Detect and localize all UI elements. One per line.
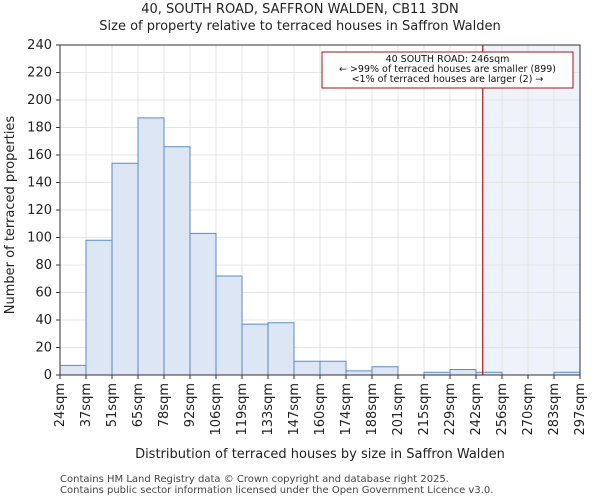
x-axis: 24sqm 37sqm 51sqm 65sqm 78sqm 92sqm 106sqm 119s… — [53, 375, 588, 436]
bar — [449, 369, 477, 376]
plot-frame — [59, 44, 581, 376]
y-tick-label: 60 — [35, 286, 52, 301]
y-tick-label: 200 — [27, 93, 52, 108]
bar — [267, 322, 295, 376]
x-tick-label: 270sqm — [521, 383, 536, 436]
annotation-line-3: <1% of terraced houses are larger (2) → — [352, 74, 544, 85]
chart-subtitle: Size of property relative to terraced ho… — [99, 19, 501, 34]
x-tick-label: 256sqm — [495, 383, 510, 436]
bar — [371, 366, 399, 376]
x-tick-label: 133sqm — [261, 383, 276, 436]
x-tick-label: 106sqm — [209, 383, 224, 436]
y-tick-label: 220 — [27, 66, 52, 81]
x-tick-label: 283sqm — [547, 383, 562, 436]
x-tick-label: 242sqm — [469, 383, 484, 436]
annotation-border — [321, 51, 574, 89]
x-tick-label: 229sqm — [443, 383, 458, 436]
y-tick-label: 160 — [27, 148, 52, 163]
y-tick-label: 240 — [27, 38, 52, 53]
x-tick-label: 147sqm — [287, 383, 302, 436]
y-tick-label: 120 — [27, 203, 52, 218]
x-tick-label: 119sqm — [235, 383, 250, 436]
bar — [215, 275, 243, 376]
x-tick-label: 160sqm — [313, 383, 328, 436]
x-axis-label: Distribution of terraced houses by size … — [135, 447, 505, 462]
bar — [319, 360, 347, 376]
x-tick-label: 65sqm — [131, 383, 146, 427]
x-tick-label: 188sqm — [365, 383, 380, 436]
y-tick-label: 20 — [35, 341, 52, 356]
y-axis: 0 20 40 60 80 100 120 140 160 180 200 220 240 — [27, 38, 60, 383]
chart-title: 40, SOUTH ROAD, SAFFRON WALDEN, CB11 3DN — [141, 2, 459, 17]
x-tick-label: 51sqm — [105, 383, 120, 427]
y-tick-label: 40 — [35, 313, 52, 328]
x-tick-label: 201sqm — [391, 383, 406, 436]
x-tick-label: 78sqm — [157, 383, 172, 427]
annotation-box: 40 SOUTH ROAD: 246sqm ← >99% of terraced… — [321, 51, 574, 89]
bar — [59, 364, 87, 376]
y-tick-label: 140 — [27, 176, 52, 191]
bar — [137, 117, 165, 376]
footer-licence: Contains public sector information licen… — [60, 485, 494, 496]
bars — [59, 117, 581, 376]
bar — [163, 146, 191, 376]
x-tick-label: 174sqm — [339, 383, 354, 436]
x-tick-label: 215sqm — [417, 383, 432, 436]
annotation-line-2: ← >99% of terraced houses are smaller (8… — [339, 64, 556, 75]
bar — [241, 323, 269, 376]
y-tick-label: 100 — [27, 231, 52, 246]
footer-copyright: Contains HM Land Registry data © Crown c… — [60, 474, 449, 485]
x-tick-label: 297sqm — [573, 383, 588, 436]
x-tick-label: 24sqm — [53, 383, 68, 427]
y-tick-label: 0 — [44, 368, 52, 383]
bar — [345, 370, 373, 376]
annotation-line-1: 40 SOUTH ROAD: 246sqm — [386, 54, 510, 65]
bar — [85, 239, 113, 376]
x-tick-label: 92sqm — [183, 383, 198, 427]
bar — [189, 232, 217, 376]
x-tick-label: 37sqm — [79, 383, 94, 427]
y-tick-label: 80 — [35, 258, 52, 273]
bar — [293, 360, 321, 376]
y-tick-label: 180 — [27, 121, 52, 136]
bar — [111, 162, 139, 376]
y-axis-label: Number of terraced properties — [3, 116, 18, 315]
